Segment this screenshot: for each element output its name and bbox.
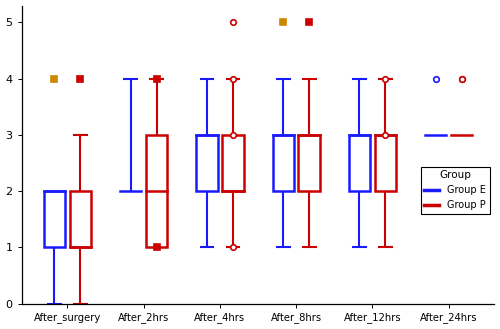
- Legend: Group E, Group P: Group E, Group P: [420, 166, 490, 214]
- Bar: [70, 191, 91, 247]
- Bar: [196, 135, 218, 191]
- Bar: [44, 191, 65, 247]
- Bar: [146, 135, 168, 247]
- Bar: [298, 135, 320, 191]
- Bar: [349, 135, 370, 191]
- Bar: [374, 135, 396, 191]
- Bar: [222, 135, 244, 191]
- Bar: [272, 135, 294, 191]
